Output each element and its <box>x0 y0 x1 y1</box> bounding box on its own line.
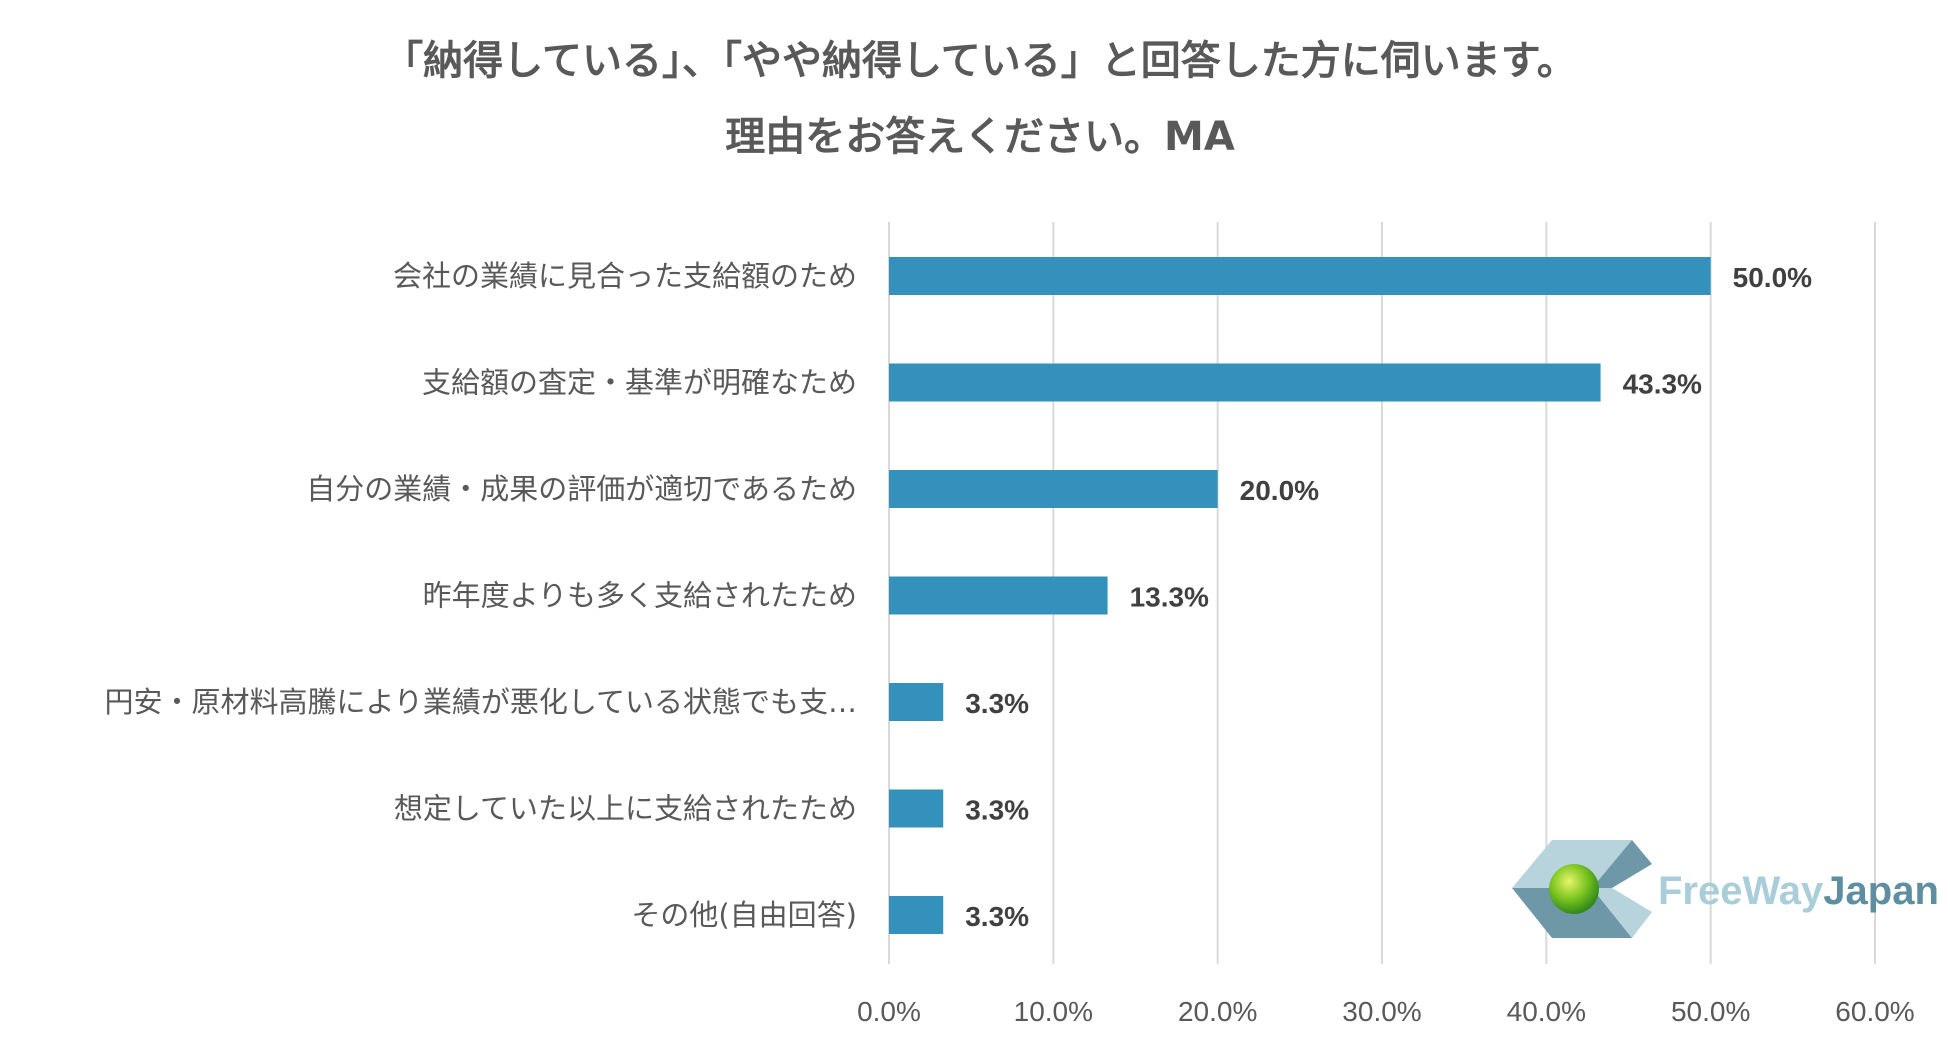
x-tick-label: 50.0% <box>1671 996 1750 1027</box>
bar <box>889 896 944 934</box>
logo-text: FreeWayJapan <box>1658 869 1939 913</box>
value-label: 3.3% <box>965 688 1029 719</box>
value-label: 3.3% <box>965 795 1029 826</box>
bar <box>889 576 1108 615</box>
x-tick-label: 20.0% <box>1178 996 1257 1027</box>
logo-mark-icon <box>1512 840 1652 938</box>
x-tick-label: 30.0% <box>1342 996 1421 1027</box>
value-labels: 50.0% 43.3% 20.0% 13.3% 3.3% 3.3% 3.3% <box>965 262 1812 932</box>
freewayjapan-logo: FreeWayJapan <box>1512 840 1939 938</box>
category-label: 想定していた以上に支給されたため <box>394 792 857 826</box>
bar <box>889 789 944 828</box>
bar <box>889 257 1711 295</box>
bar <box>889 683 944 721</box>
category-label: 円安・原材料高騰により業績が悪化している状態でも支… <box>104 685 857 719</box>
gridlines <box>888 222 1876 964</box>
bars <box>889 257 1711 934</box>
category-label: 会社の業績に見合った支給額のため <box>393 259 857 293</box>
value-label: 50.0% <box>1733 262 1812 293</box>
category-label: 支給額の査定・基準が明確なため <box>422 366 857 400</box>
x-tick-label: 40.0% <box>1507 996 1586 1027</box>
value-label: 43.3% <box>1623 369 1702 400</box>
value-label: 13.3% <box>1130 582 1209 613</box>
x-tick-label: 10.0% <box>1014 996 1093 1027</box>
category-label: 昨年度よりも多く支給されたため <box>423 579 857 613</box>
bar <box>889 470 1218 508</box>
category-label: 自分の業績・成果の評価が適切であるため <box>306 472 857 506</box>
x-tick-label: 0.0% <box>857 996 921 1027</box>
category-labels: 会社の業績に見合った支給額のため支給額の査定・基準が明確なため自分の業績・成果の… <box>104 259 857 932</box>
value-label: 3.3% <box>965 901 1029 932</box>
category-label: その他(自由回答) <box>631 898 857 932</box>
value-label: 20.0% <box>1240 475 1319 506</box>
chart-title-line2: 理由をお答えください。MA <box>725 114 1235 160</box>
bar <box>889 363 1601 402</box>
x-axis-ticks: 0.0% 10.0% 20.0% 30.0% 40.0% 50.0% 60.0% <box>857 996 1915 1027</box>
x-tick-label: 60.0% <box>1835 996 1914 1027</box>
chart-title-line1: 「納得している」、「やや納得している」と回答した方に伺います。 <box>383 38 1577 84</box>
